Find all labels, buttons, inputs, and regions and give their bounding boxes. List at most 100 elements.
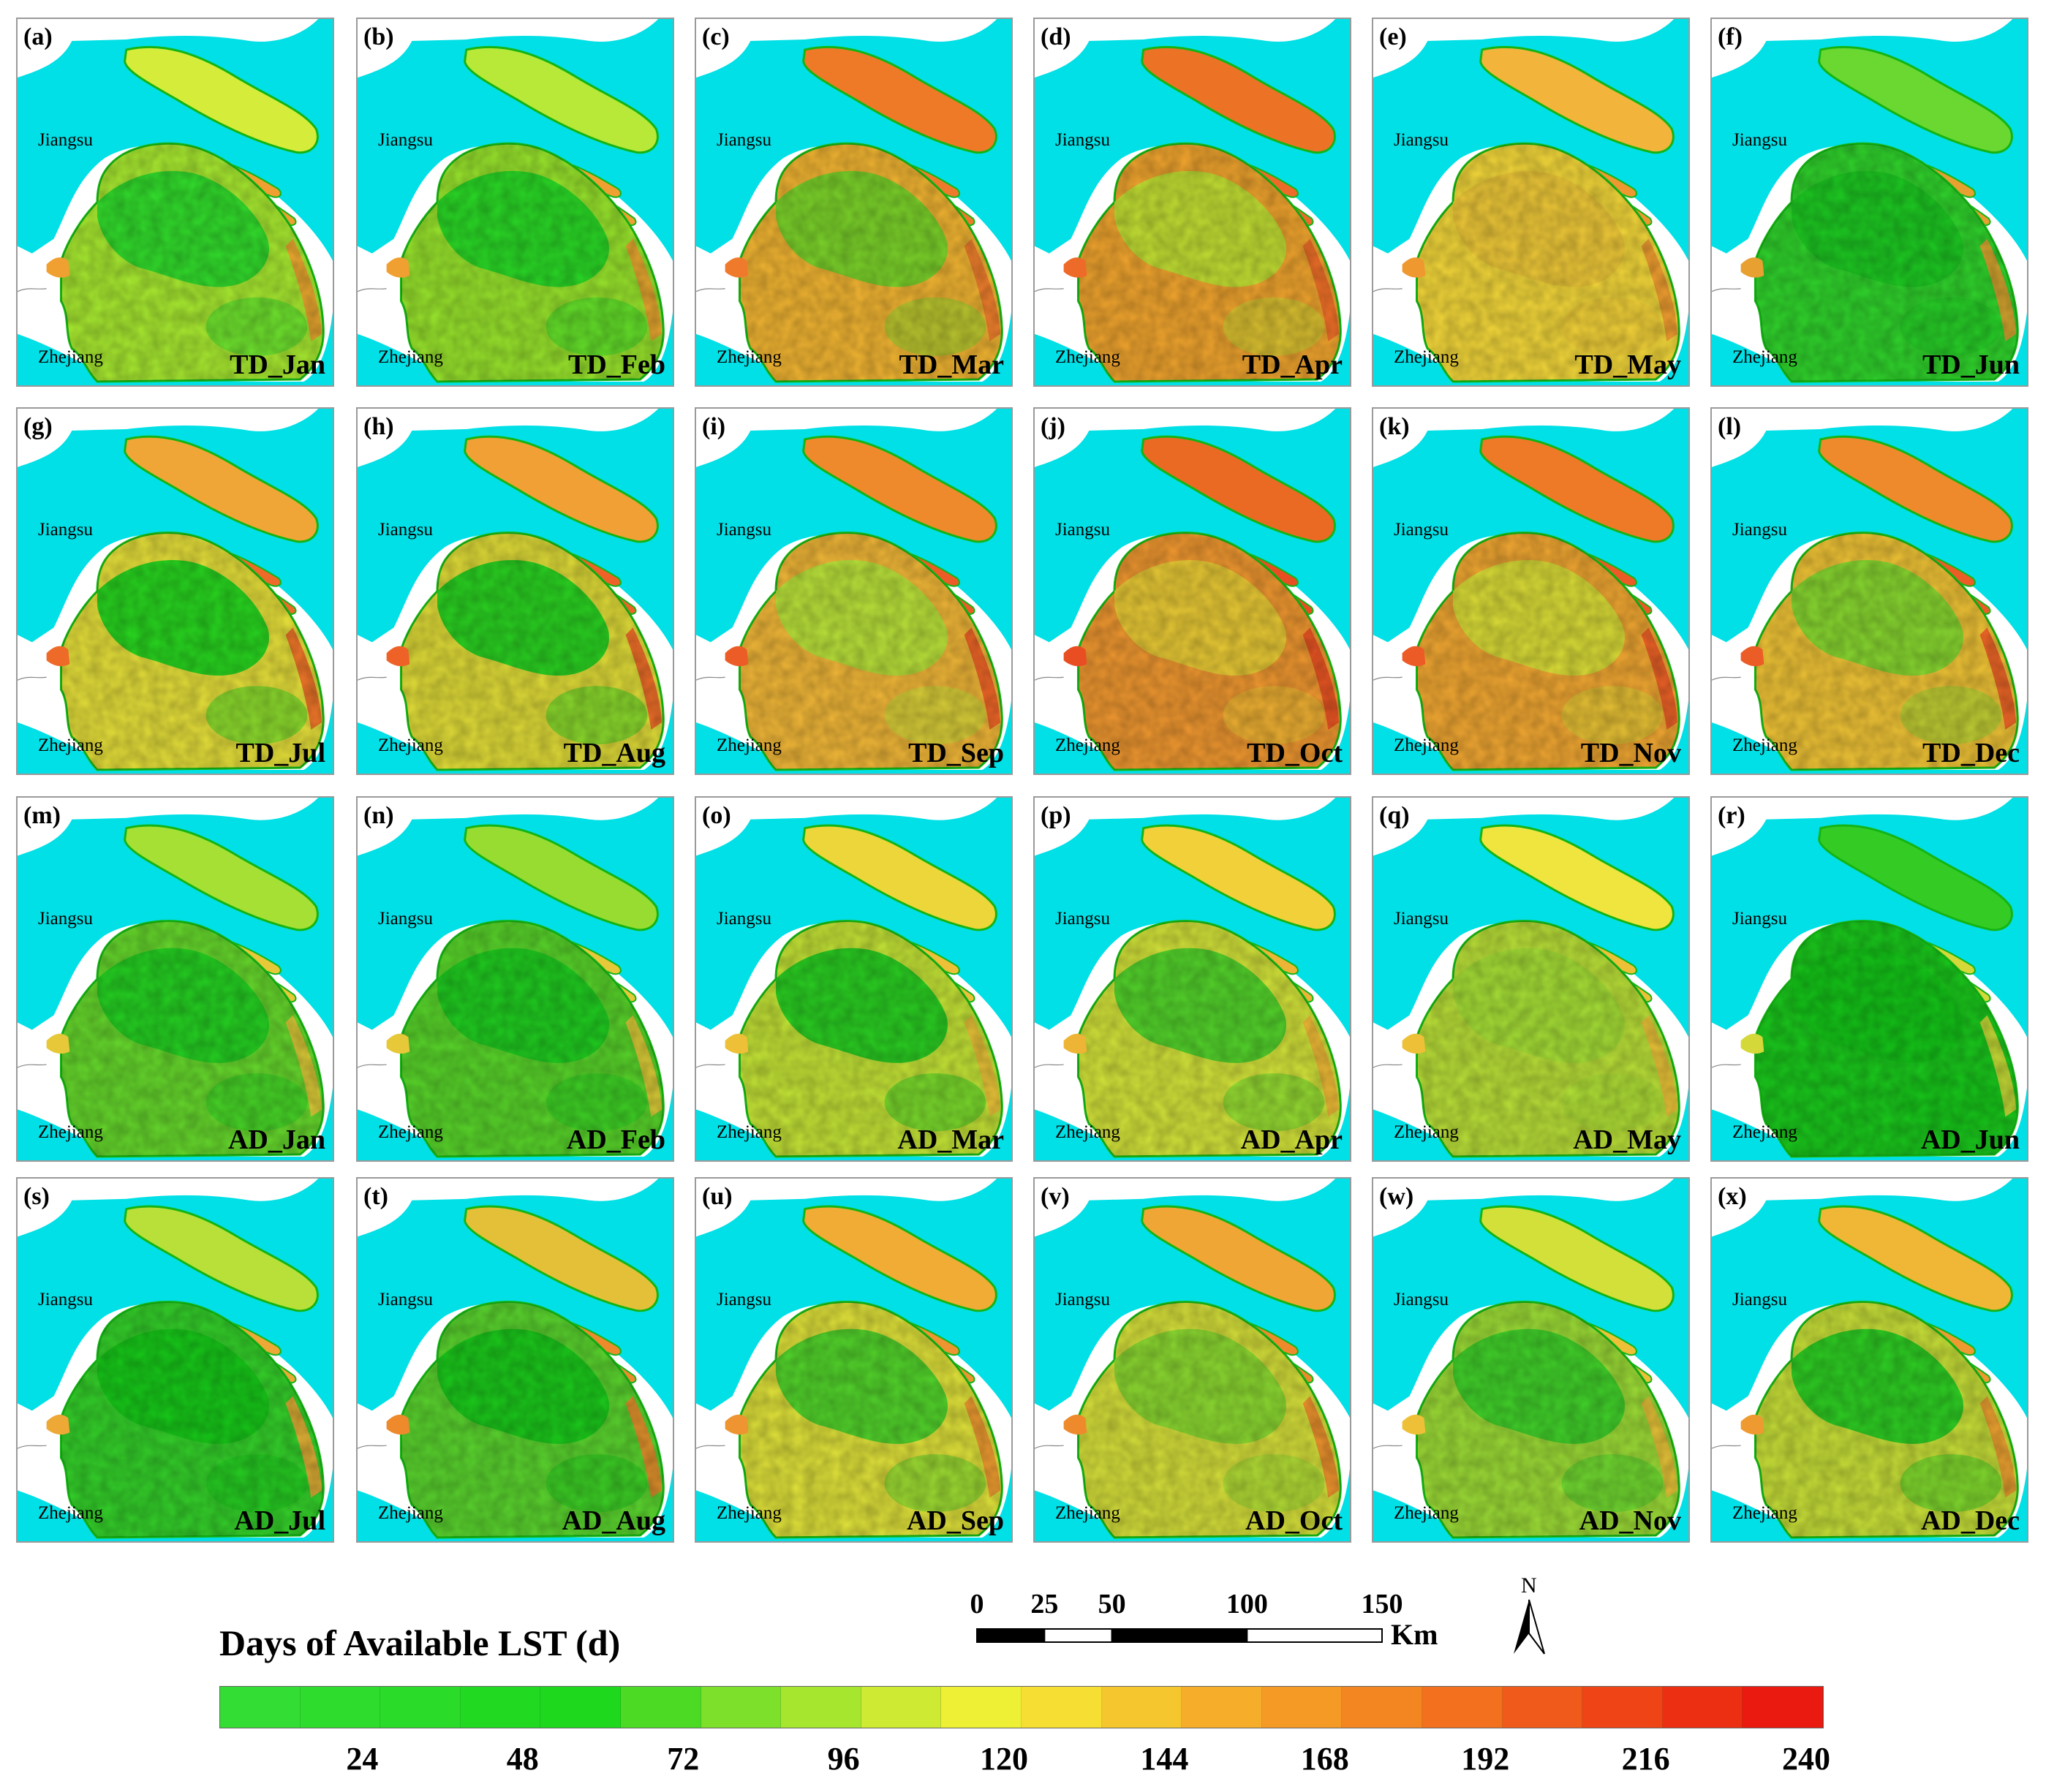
colorbar-tick-label: 216 <box>1621 1741 1670 1777</box>
jiangsu-label: Jiangsu <box>1394 909 1449 929</box>
colorbar-segment <box>781 1687 861 1728</box>
panel-label: (s) <box>23 1183 50 1210</box>
jiangsu-label: Jiangsu <box>717 130 771 150</box>
map-image <box>358 409 673 774</box>
zhejiang-label: Zhejiang <box>1394 1122 1459 1142</box>
scale-bar-segment <box>976 1628 1046 1643</box>
map-image <box>1373 409 1688 774</box>
jiangsu-label: Jiangsu <box>378 130 433 150</box>
panel-label: (p) <box>1041 802 1071 829</box>
colorbar-segment <box>1662 1687 1743 1728</box>
scale-bar-label: 100 <box>1226 1589 1268 1619</box>
panel-title: TD_Oct <box>1247 738 1343 768</box>
panel-label: (u) <box>702 1183 733 1210</box>
jiangsu-label: Jiangsu <box>1394 130 1449 150</box>
colorbar-tick-label: 144 <box>1140 1741 1189 1777</box>
jiangsu-label: Jiangsu <box>38 1290 93 1309</box>
panel-label: (h) <box>363 413 394 440</box>
panel-label: (c) <box>702 23 730 50</box>
panel-title: TD_Feb <box>568 349 665 380</box>
map-image <box>358 798 673 1160</box>
colorbar-segment <box>620 1687 701 1728</box>
panel-label: (g) <box>23 413 53 440</box>
panel-label: (a) <box>23 23 53 50</box>
panel-label: (w) <box>1379 1183 1414 1210</box>
colorbar-segment <box>1182 1687 1262 1728</box>
map-panel: (r) Jiangsu Zhejiang AD_Jun <box>1710 796 2028 1162</box>
map-panel: (g) Jiangsu Zhejiang TD_Jul <box>16 407 334 775</box>
scale-bar-segment <box>1043 1628 1113 1643</box>
zhejiang-label: Zhejiang <box>1394 347 1459 367</box>
colorbar-segment <box>540 1687 621 1728</box>
map-panel: (l) Jiangsu Zhejiang TD_Dec <box>1710 407 2028 775</box>
jiangsu-label: Jiangsu <box>717 909 771 929</box>
colorbar <box>219 1686 1824 1728</box>
panel-title: TD_Dec <box>1922 738 2020 768</box>
jiangsu-label: Jiangsu <box>378 909 433 929</box>
panel-title: AD_Nov <box>1579 1505 1681 1536</box>
colorbar-segment <box>1743 1687 1823 1728</box>
map-panel: (j) Jiangsu Zhejiang TD_Oct <box>1033 407 1351 775</box>
north-arrow-icon <box>1514 1599 1545 1655</box>
jiangsu-label: Jiangsu <box>1732 1290 1787 1309</box>
zhejiang-label: Zhejiang <box>1732 1122 1797 1142</box>
jiangsu-label: Jiangsu <box>38 520 93 540</box>
map-image <box>1712 19 2027 385</box>
scale-bar-unit: Km <box>1391 1618 1438 1651</box>
zhejiang-label: Zhejiang <box>1055 347 1120 367</box>
map-image <box>696 19 1011 385</box>
panel-title: AD_Apr <box>1240 1124 1343 1155</box>
jiangsu-label: Jiangsu <box>1732 520 1787 540</box>
panel-label: (b) <box>363 23 394 50</box>
jiangsu-label: Jiangsu <box>1732 130 1787 150</box>
panel-title: AD_Jun <box>1920 1124 2020 1155</box>
panel-label: (i) <box>702 413 726 440</box>
panel-title: TD_Sep <box>908 738 1004 768</box>
jiangsu-label: Jiangsu <box>378 520 433 540</box>
scale-bar-segment <box>1246 1628 1383 1643</box>
map-image <box>18 798 333 1160</box>
map-image <box>18 19 333 385</box>
map-panel: (u) Jiangsu Zhejiang AD_Sep <box>695 1177 1013 1543</box>
scale-bar-label: 25 <box>1030 1589 1059 1619</box>
panel-label: (o) <box>702 802 731 829</box>
panel-label: (q) <box>1379 802 1410 829</box>
colorbar-tick-label: 24 <box>346 1741 379 1777</box>
zhejiang-label: Zhejiang <box>38 736 103 755</box>
panel-title: AD_May <box>1573 1124 1681 1155</box>
panel-title: AD_Oct <box>1245 1505 1343 1536</box>
zhejiang-label: Zhejiang <box>1732 347 1797 367</box>
zhejiang-label: Zhejiang <box>38 347 103 367</box>
map-panel: (i) Jiangsu Zhejiang TD_Sep <box>695 407 1013 775</box>
jiangsu-label: Jiangsu <box>1055 130 1110 150</box>
zhejiang-label: Zhejiang <box>38 1503 103 1523</box>
panel-title: TD_Aug <box>563 738 665 768</box>
map-image <box>18 409 333 774</box>
zhejiang-label: Zhejiang <box>1055 1122 1120 1142</box>
map-panel: (v) Jiangsu Zhejiang AD_Oct <box>1033 1177 1351 1543</box>
jiangsu-label: Jiangsu <box>717 1290 771 1309</box>
map-panel: (e) Jiangsu Zhejiang TD_May <box>1372 18 1690 387</box>
zhejiang-label: Zhejiang <box>378 736 443 755</box>
map-image <box>1712 409 2027 774</box>
colorbar-tick-label: 72 <box>667 1741 700 1777</box>
zhejiang-label: Zhejiang <box>378 347 443 367</box>
north-letter: N <box>1521 1573 1537 1598</box>
map-panel: (t) Jiangsu Zhejiang AD_Aug <box>356 1177 674 1543</box>
zhejiang-label: Zhejiang <box>1732 1503 1797 1523</box>
zhejiang-label: Zhejiang <box>717 1122 782 1142</box>
colorbar-segment <box>701 1687 782 1728</box>
panel-label: (f) <box>1718 23 1743 50</box>
zhejiang-label: Zhejiang <box>1055 1503 1120 1523</box>
map-image <box>358 1179 673 1541</box>
map-image <box>1712 798 2027 1160</box>
panel-title: TD_May <box>1574 349 1681 380</box>
map-panel: (n) Jiangsu Zhejiang AD_Feb <box>356 796 674 1162</box>
map-panel: (a) Jiangsu Zhejiang TD_Jan <box>16 18 334 387</box>
map-image <box>1712 1179 2027 1541</box>
map-panel: (b) Jiangsu Zhejiang TD_Feb <box>356 18 674 387</box>
panel-title: TD_Apr <box>1242 349 1343 380</box>
panel-title: AD_Mar <box>897 1124 1004 1155</box>
colorbar-tick-label: 168 <box>1300 1741 1349 1777</box>
colorbar-segment <box>1261 1687 1343 1728</box>
